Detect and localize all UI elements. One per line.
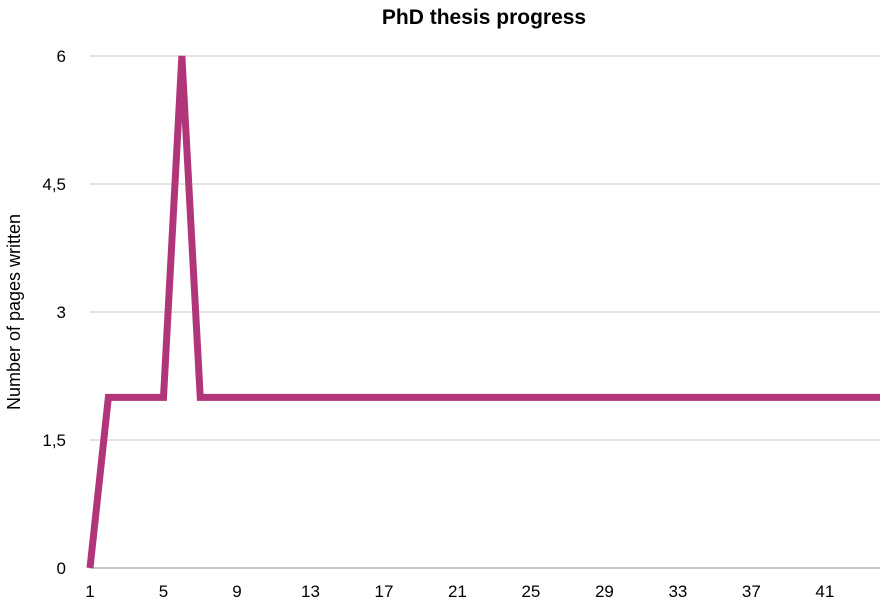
y-axis-label: Number of pages written [4,214,24,410]
y-tick-label: 3 [57,303,66,322]
series-line [86,55,880,569]
x-tick-label: 37 [742,582,761,601]
x-tick-label: 25 [521,582,540,601]
x-tick-label: 9 [232,582,241,601]
x-tick-label: 5 [159,582,168,601]
y-tick-label: 1,5 [42,431,66,450]
y-tick-label: 0 [57,559,66,578]
x-tick-label: 13 [301,582,320,601]
x-tick-label: 1 [85,582,94,601]
chart-title: PhD thesis progress [382,6,586,29]
series-layer [86,55,880,569]
y-tick-labels: 0 1,5 3 4,5 6 [42,47,66,578]
x-tick-label: 17 [374,582,393,601]
y-tick-label: 4,5 [42,175,66,194]
x-tick-labels: 1 5 9 13 17 21 25 29 33 37 41 [85,582,834,601]
x-tick-label: 33 [668,582,687,601]
grid-lines [90,55,880,569]
y-tick-label: 6 [57,47,66,66]
x-tick-label: 21 [448,582,467,601]
x-tick-label: 29 [595,582,614,601]
x-tick-label: 41 [815,582,834,601]
